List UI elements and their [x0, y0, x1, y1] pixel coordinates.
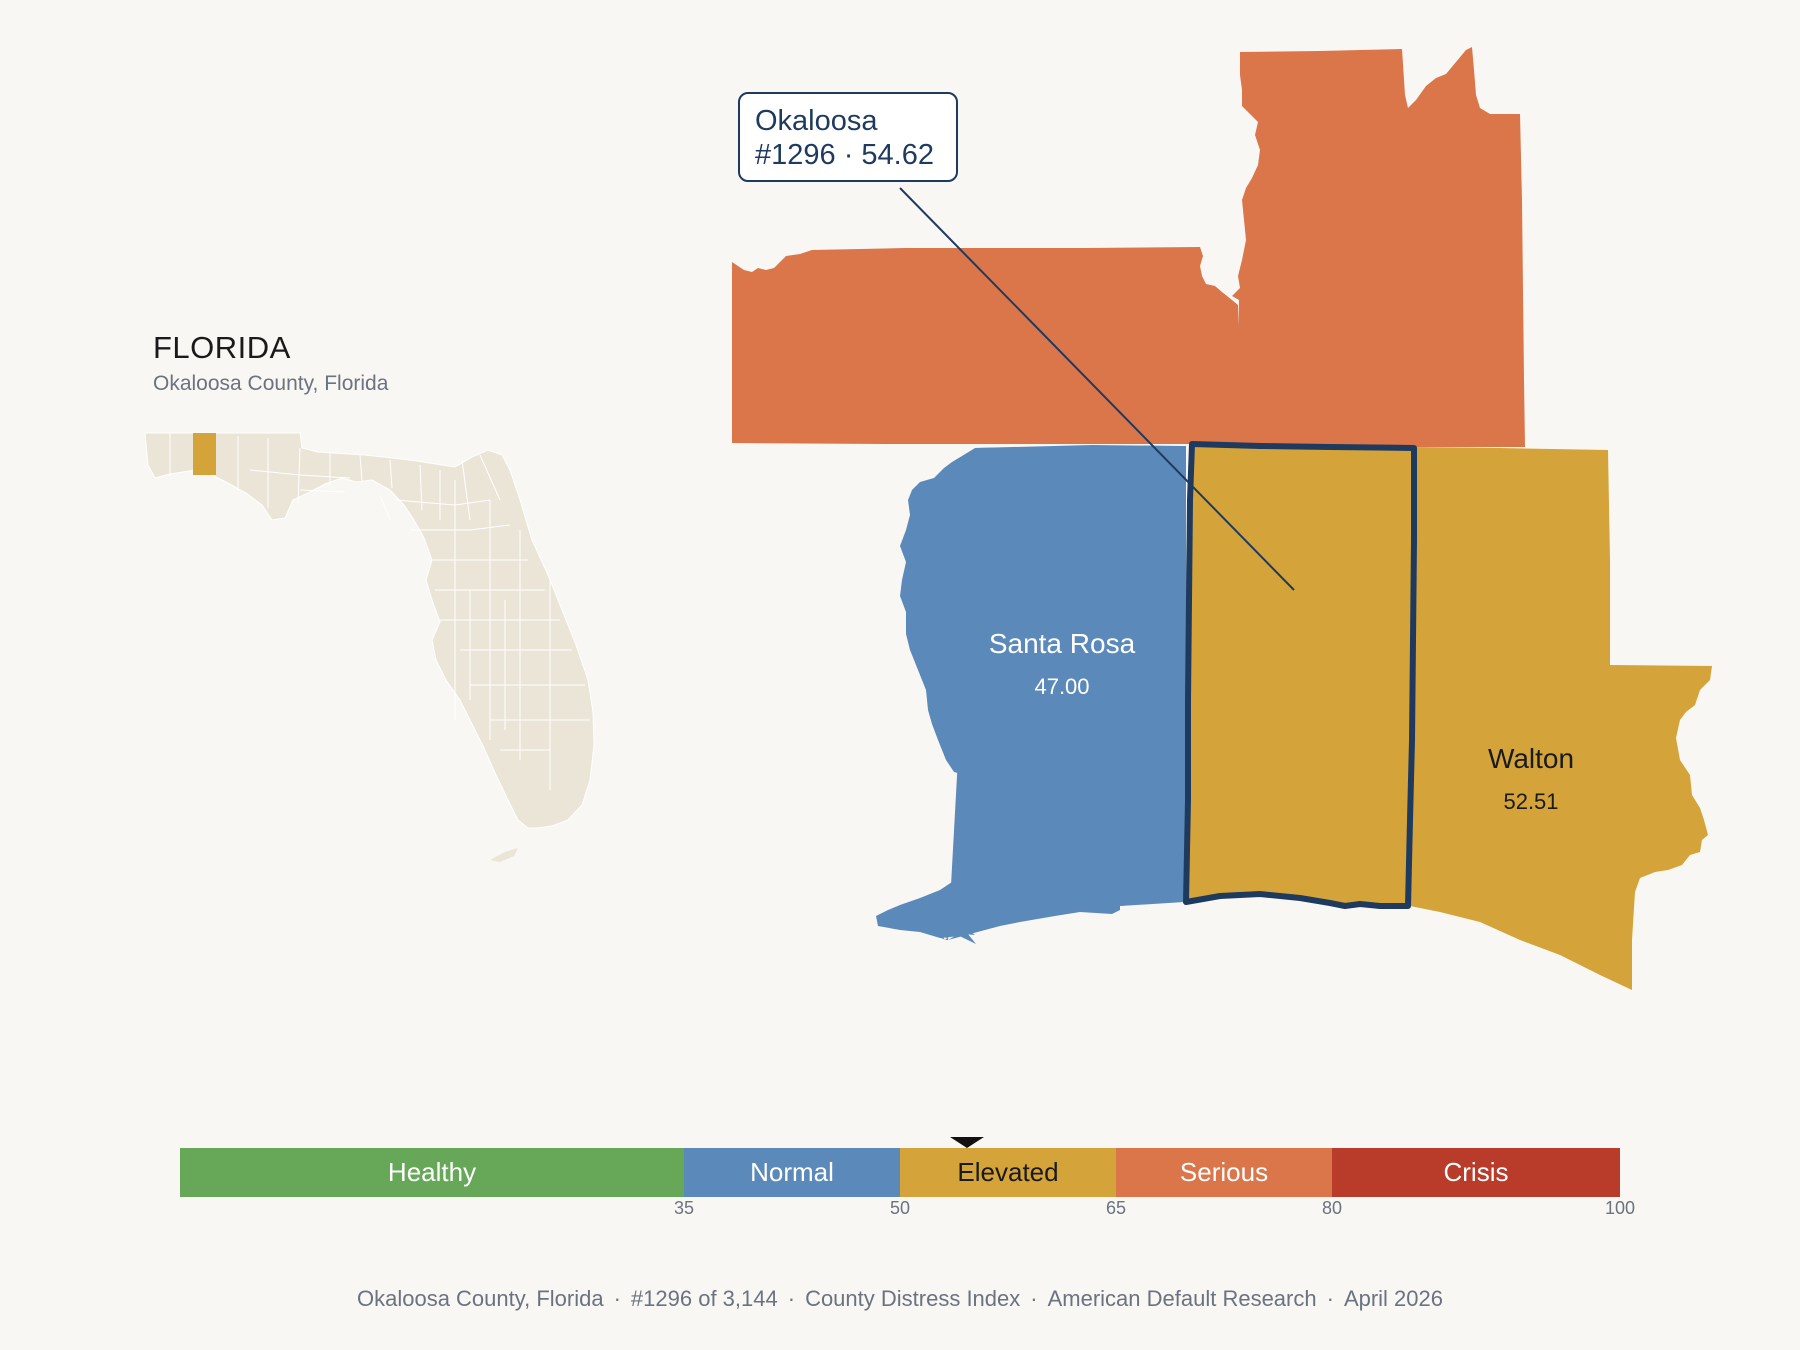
county-west-north — [732, 247, 1240, 444]
legend-segment-serious: Serious — [1116, 1148, 1332, 1197]
value-santa-rosa: 47.00 — [1034, 674, 1089, 699]
state-subtitle: Okaloosa County, Florida — [153, 372, 389, 395]
legend-bar: Healthy Normal Elevated Serious Crisis — [180, 1148, 1620, 1197]
legend-tick-50: 50 — [889, 1198, 911, 1218]
footer-source: American Default Research — [1047, 1286, 1317, 1311]
legend-segment-healthy: Healthy — [180, 1148, 684, 1197]
legend-tick-35: 35 — [673, 1198, 695, 1218]
footer-caption: Okaloosa County, Florida · #1296 of 3,144 ·… — [356, 1286, 1444, 1311]
footer-index: County Distress Index — [805, 1286, 1021, 1311]
label-santa-rosa: Santa Rosa — [989, 628, 1136, 659]
legend-tick-65: 65 — [1105, 1198, 1127, 1218]
okaloosa-highlight — [193, 433, 216, 475]
florida-inset-map — [144, 432, 595, 862]
callout-leader-line — [899, 187, 1295, 591]
state-title: FLORIDA — [153, 330, 291, 365]
county-santa-rosa-main — [876, 446, 1186, 938]
legend-segment-crisis: Crisis — [1332, 1148, 1620, 1197]
value-walton: 52.51 — [1503, 789, 1558, 814]
florida-county-lines — [169, 433, 590, 790]
florida-keys — [490, 848, 518, 862]
county-okaloosa — [1183, 441, 1417, 909]
callout-rank-score: #1296 · 54.62 — [755, 139, 934, 171]
selected-county-callout: Okaloosa #1296 · 54.62 — [738, 92, 958, 182]
legend-segment-normal: Normal — [684, 1148, 900, 1197]
footer-date: April 2026 — [1343, 1286, 1444, 1311]
florida-state-shape — [144, 432, 595, 829]
county-east-north — [1232, 47, 1525, 447]
footer-county: Okaloosa County, Florida — [356, 1286, 604, 1311]
footer-rank: #1296 of 3,144 — [630, 1286, 778, 1311]
county-walton — [1410, 447, 1712, 990]
main-map: Santa Rosa 47.00 Walton 52.51 — [732, 47, 1712, 990]
legend-pointer-icon — [950, 1137, 984, 1148]
legend-segment-elevated: Elevated — [900, 1148, 1116, 1197]
legend-tick-100: 100 — [1604, 1198, 1636, 1218]
legend-tick-80: 80 — [1321, 1198, 1343, 1218]
label-walton: Walton — [1488, 743, 1574, 774]
callout-county-name: Okaloosa — [755, 105, 878, 137]
